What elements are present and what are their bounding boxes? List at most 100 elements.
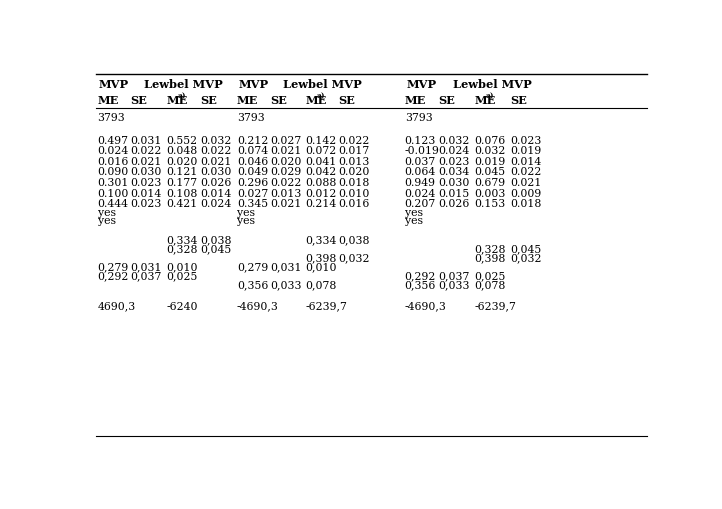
Text: 0.108: 0.108 — [166, 188, 198, 198]
Text: yes: yes — [237, 207, 255, 217]
Text: 0.020: 0.020 — [166, 156, 198, 166]
Text: 0,334: 0,334 — [166, 235, 198, 244]
Text: 0.021: 0.021 — [510, 178, 542, 188]
Text: 0,010: 0,010 — [305, 262, 336, 271]
Text: ME: ME — [97, 95, 119, 106]
Text: ME: ME — [237, 95, 258, 106]
Text: 0.012: 0.012 — [305, 188, 336, 198]
Text: 0.010: 0.010 — [339, 188, 370, 198]
Text: 0.021: 0.021 — [200, 156, 231, 166]
Text: 0,025: 0,025 — [474, 270, 505, 280]
Text: 0,038: 0,038 — [339, 235, 370, 244]
Text: 0.032: 0.032 — [200, 135, 231, 145]
Text: 0,279: 0,279 — [237, 262, 268, 271]
Text: 0.046: 0.046 — [237, 156, 268, 166]
Text: 0.023: 0.023 — [131, 199, 162, 209]
Text: 0.064: 0.064 — [405, 167, 436, 177]
Text: 0,078: 0,078 — [474, 279, 505, 290]
Text: 0,025: 0,025 — [166, 270, 198, 280]
Text: 0,031: 0,031 — [131, 262, 162, 271]
Text: 0.021: 0.021 — [271, 199, 302, 209]
Text: 0.026: 0.026 — [200, 178, 231, 188]
Text: 0,356: 0,356 — [405, 279, 436, 290]
Text: 0,078: 0,078 — [305, 279, 336, 290]
Text: 0.014: 0.014 — [200, 188, 231, 198]
Text: 0.021: 0.021 — [131, 156, 162, 166]
Text: SE: SE — [339, 95, 355, 106]
Text: 0.013: 0.013 — [271, 188, 302, 198]
Text: 0.029: 0.029 — [271, 167, 302, 177]
Text: yes: yes — [97, 207, 116, 217]
Text: 0.100: 0.100 — [97, 188, 129, 198]
Text: 0.026: 0.026 — [438, 199, 470, 209]
Text: 0,398: 0,398 — [305, 252, 336, 263]
Text: 0.032: 0.032 — [474, 146, 505, 156]
Text: a): a) — [178, 91, 186, 99]
Text: 0.022: 0.022 — [271, 178, 302, 188]
Text: 0.301: 0.301 — [97, 178, 129, 188]
Text: 0.679: 0.679 — [474, 178, 505, 188]
Text: yes: yes — [405, 216, 422, 226]
Text: 0,328: 0,328 — [166, 243, 198, 253]
Text: 0.027: 0.027 — [237, 188, 268, 198]
Text: a): a) — [485, 91, 494, 99]
Text: 0.444: 0.444 — [97, 199, 129, 209]
Text: 0.421: 0.421 — [166, 199, 198, 209]
Text: 0.030: 0.030 — [131, 167, 162, 177]
Text: 0,292: 0,292 — [97, 270, 129, 280]
Text: 0.142: 0.142 — [305, 135, 336, 145]
Text: 0.016: 0.016 — [97, 156, 129, 166]
Text: 0,032: 0,032 — [510, 252, 542, 263]
Text: 0.014: 0.014 — [510, 156, 542, 166]
Text: 0.153: 0.153 — [474, 199, 505, 209]
Text: 0.019: 0.019 — [474, 156, 505, 166]
Text: 0.030: 0.030 — [200, 167, 231, 177]
Text: 0,334: 0,334 — [305, 235, 336, 244]
Text: ME: ME — [474, 95, 495, 106]
Text: 0.020: 0.020 — [271, 156, 302, 166]
Text: 0.020: 0.020 — [339, 167, 370, 177]
Text: 0.024: 0.024 — [97, 146, 129, 156]
Text: SE: SE — [131, 95, 147, 106]
Text: 0.022: 0.022 — [200, 146, 231, 156]
Text: 0,328: 0,328 — [474, 243, 505, 253]
Text: 0.034: 0.034 — [438, 167, 469, 177]
Text: 0.022: 0.022 — [131, 146, 162, 156]
Text: 0,038: 0,038 — [200, 235, 232, 244]
Text: 0,033: 0,033 — [271, 279, 302, 290]
Text: 0,292: 0,292 — [405, 270, 436, 280]
Text: MVP: MVP — [406, 79, 437, 90]
Text: 0.037: 0.037 — [405, 156, 436, 166]
Text: -6240: -6240 — [166, 301, 198, 311]
Text: 0,037: 0,037 — [438, 270, 470, 280]
Text: -6239,7: -6239,7 — [474, 301, 516, 311]
Text: 0.090: 0.090 — [97, 167, 129, 177]
Text: Lewbel MVP: Lewbel MVP — [144, 79, 222, 90]
Text: MVP: MVP — [238, 79, 269, 90]
Text: 0.032: 0.032 — [438, 135, 470, 145]
Text: 0.024: 0.024 — [438, 146, 469, 156]
Text: 0.345: 0.345 — [237, 199, 268, 209]
Text: 0.023: 0.023 — [510, 135, 542, 145]
Text: ME: ME — [405, 95, 426, 106]
Text: 0,037: 0,037 — [131, 270, 162, 280]
Text: 0.016: 0.016 — [339, 199, 370, 209]
Text: MVP: MVP — [99, 79, 129, 90]
Text: 0,032: 0,032 — [339, 252, 370, 263]
Text: 0.023: 0.023 — [438, 156, 470, 166]
Text: 0.024: 0.024 — [200, 199, 231, 209]
Text: Lewbel MVP: Lewbel MVP — [453, 79, 531, 90]
Text: 0.014: 0.014 — [131, 188, 162, 198]
Text: 0.009: 0.009 — [510, 188, 542, 198]
Text: 0.296: 0.296 — [237, 178, 268, 188]
Text: 0,033: 0,033 — [438, 279, 470, 290]
Text: -4690,3: -4690,3 — [405, 301, 447, 311]
Text: 0,398: 0,398 — [474, 252, 505, 263]
Text: 0,279: 0,279 — [97, 262, 129, 271]
Text: 0,010: 0,010 — [166, 262, 198, 271]
Text: 0.018: 0.018 — [339, 178, 370, 188]
Text: 0.076: 0.076 — [474, 135, 505, 145]
Text: 0.045: 0.045 — [474, 167, 505, 177]
Text: -0.019: -0.019 — [405, 146, 440, 156]
Text: SE: SE — [438, 95, 455, 106]
